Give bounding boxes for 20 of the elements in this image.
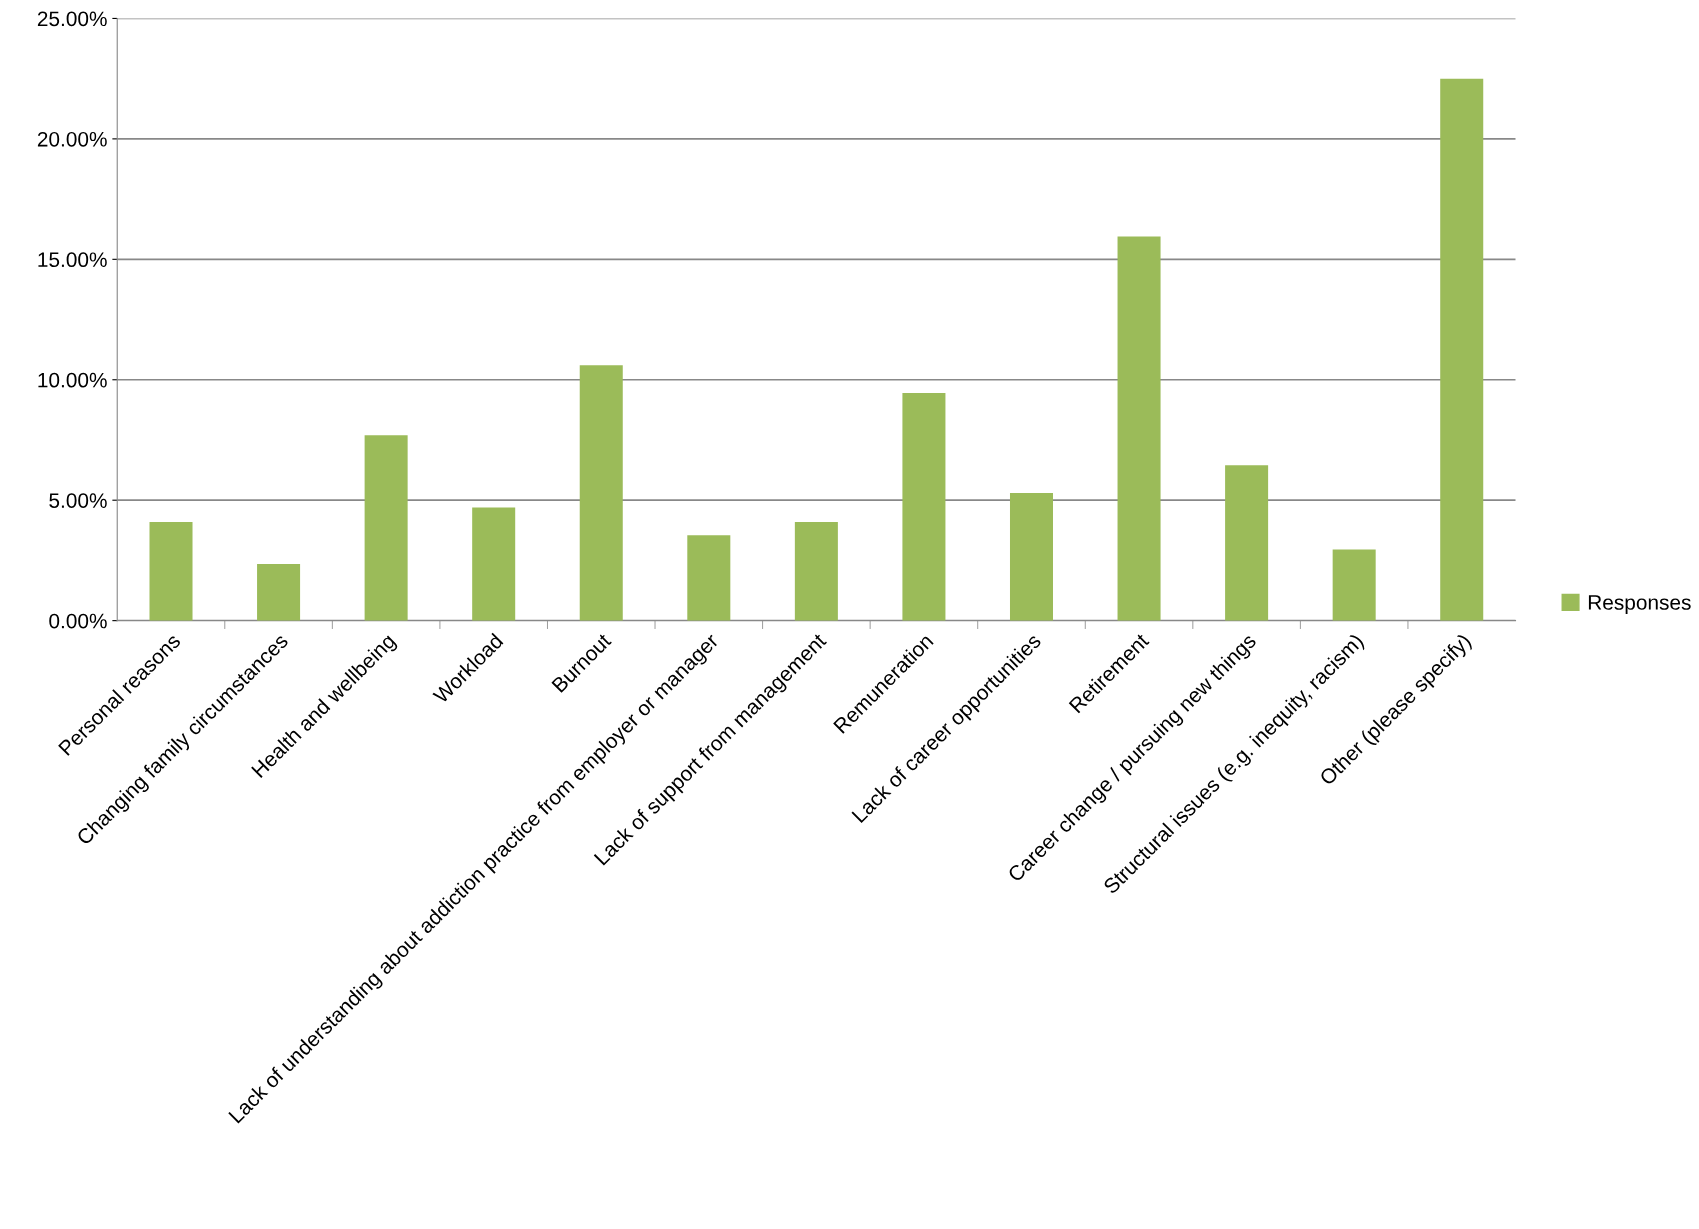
bar	[579, 365, 623, 621]
bar	[687, 535, 731, 621]
bar	[1440, 78, 1484, 621]
y-tick-label: 10.00%	[38, 372, 107, 388]
y-tick-label: 15.00%	[38, 252, 107, 268]
bar	[1117, 236, 1161, 621]
bar	[1009, 492, 1053, 621]
bar	[902, 393, 946, 621]
y-tick-label: 0.00%	[49, 613, 107, 629]
y-tick-label: 5.00%	[49, 493, 107, 508]
bar	[1332, 549, 1376, 621]
bar	[1225, 465, 1269, 621]
bar	[149, 521, 193, 621]
bar	[364, 435, 408, 621]
y-tick-label: 25.00%	[37, 11, 107, 27]
bar	[472, 507, 516, 621]
bar	[257, 564, 301, 621]
bar	[794, 521, 838, 621]
y-tick-label: 20.00%	[37, 131, 107, 147]
legend-label: Responses	[1588, 595, 1691, 614]
